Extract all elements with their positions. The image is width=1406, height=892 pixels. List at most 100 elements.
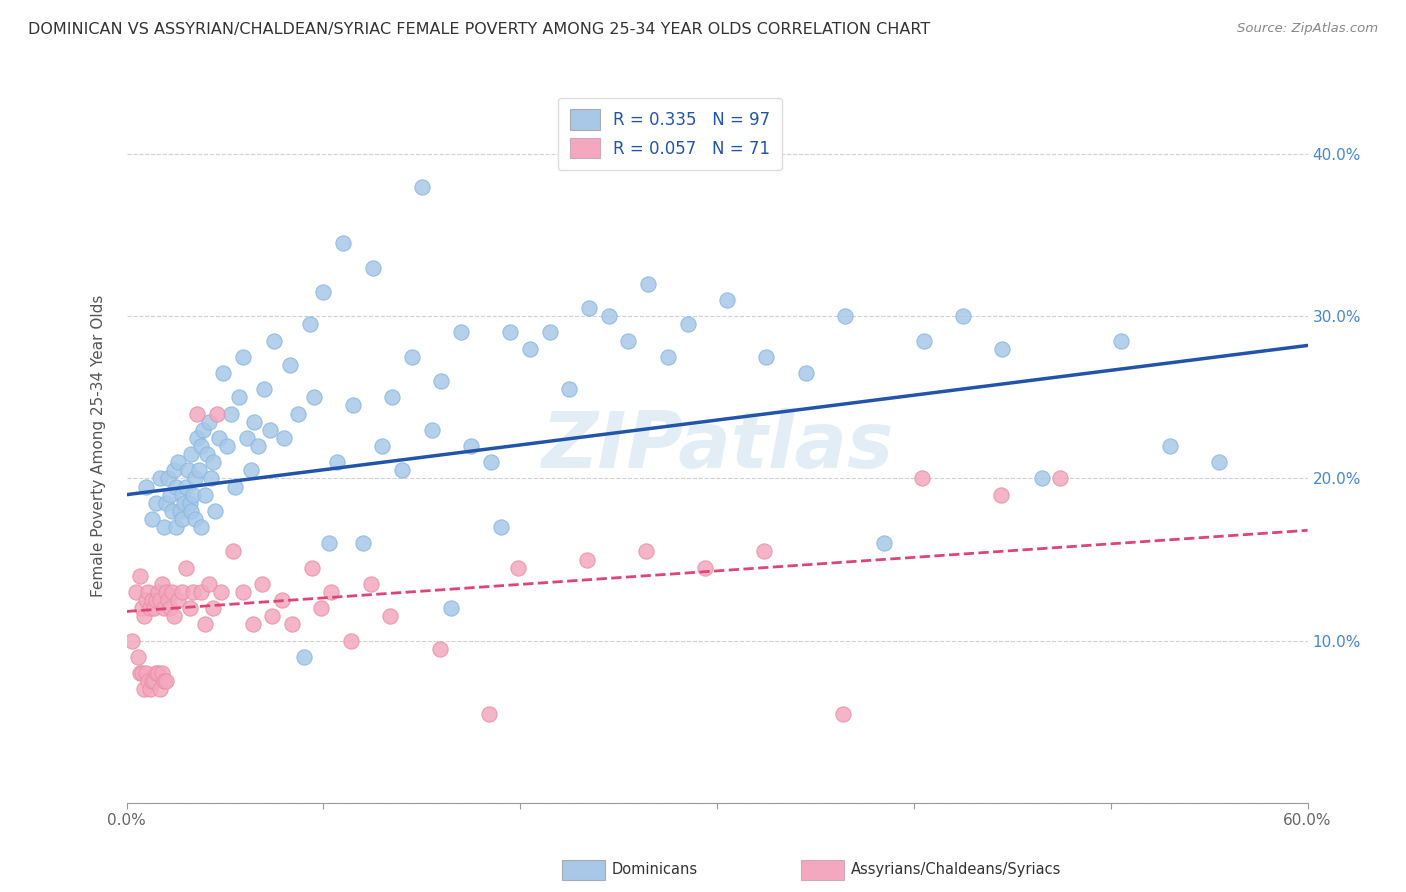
Point — [155, 674, 177, 689]
Point — [326, 455, 349, 469]
Point — [224, 479, 246, 493]
Point — [153, 601, 176, 615]
Point — [794, 366, 817, 380]
Point — [832, 706, 855, 721]
Point — [242, 617, 264, 632]
Point — [873, 536, 896, 550]
Legend: R = 0.335   N = 97, R = 0.057   N = 71: R = 0.335 N = 97, R = 0.057 N = 71 — [558, 97, 782, 169]
Point — [332, 236, 354, 251]
Point — [298, 318, 321, 332]
Point — [281, 617, 304, 632]
Point — [141, 593, 163, 607]
Point — [253, 382, 276, 396]
Point — [430, 374, 453, 388]
Point — [1049, 471, 1071, 485]
Point — [222, 544, 245, 558]
Point — [174, 560, 197, 574]
Point — [131, 666, 153, 681]
Point — [202, 455, 225, 469]
Point — [143, 674, 166, 689]
Point — [381, 390, 404, 404]
Point — [193, 423, 215, 437]
Point — [208, 431, 231, 445]
Point — [636, 544, 658, 558]
Point — [912, 334, 935, 348]
Point — [136, 674, 159, 689]
Point — [302, 390, 325, 404]
Point — [754, 544, 776, 558]
Point — [129, 666, 152, 681]
Point — [215, 439, 238, 453]
Point — [163, 463, 186, 477]
Point — [139, 682, 162, 697]
Point — [911, 471, 934, 485]
Point — [340, 633, 363, 648]
Text: ZIPatlas: ZIPatlas — [541, 408, 893, 484]
Point — [163, 609, 186, 624]
Point — [170, 488, 193, 502]
Point — [342, 399, 364, 413]
Point — [676, 318, 699, 332]
Point — [311, 601, 333, 615]
Point — [121, 633, 143, 648]
Point — [200, 471, 222, 485]
Point — [169, 504, 191, 518]
Point — [209, 585, 232, 599]
Point — [160, 585, 183, 599]
Point — [186, 407, 208, 421]
Point — [420, 423, 443, 437]
Point — [198, 415, 221, 429]
Point — [352, 536, 374, 550]
Point — [198, 577, 221, 591]
Point — [165, 520, 187, 534]
Point — [318, 536, 340, 550]
Point — [174, 479, 197, 493]
Point — [205, 407, 228, 421]
Point — [129, 568, 152, 582]
Point — [155, 496, 177, 510]
Point — [637, 277, 659, 291]
Point — [235, 431, 257, 445]
Point — [301, 560, 323, 574]
Point — [278, 358, 301, 372]
Point — [212, 366, 235, 380]
Point — [1208, 455, 1230, 469]
Point — [287, 407, 309, 421]
Point — [184, 471, 207, 485]
Text: Source: ZipAtlas.com: Source: ZipAtlas.com — [1237, 22, 1378, 36]
Point — [135, 479, 157, 493]
Point — [247, 439, 270, 453]
Point — [190, 520, 212, 534]
Point — [695, 560, 717, 574]
Point — [219, 407, 242, 421]
Point — [204, 504, 226, 518]
Point — [125, 585, 148, 599]
Point — [429, 641, 451, 656]
Point — [499, 326, 522, 340]
Point — [135, 593, 157, 607]
Point — [145, 666, 167, 681]
Point — [184, 512, 207, 526]
Point — [146, 585, 169, 599]
Point — [194, 617, 217, 632]
Point — [478, 706, 501, 721]
Point — [179, 601, 201, 615]
Point — [361, 260, 384, 275]
Point — [149, 593, 172, 607]
Point — [292, 649, 315, 664]
Point — [243, 415, 266, 429]
Point — [194, 488, 217, 502]
Point — [141, 512, 163, 526]
Point — [166, 455, 188, 469]
Point — [135, 666, 157, 681]
Point — [165, 479, 187, 493]
Point — [155, 585, 177, 599]
Point — [141, 674, 163, 689]
Point — [598, 310, 620, 324]
Point — [952, 310, 974, 324]
Point — [834, 310, 856, 324]
Point — [170, 512, 193, 526]
Point — [176, 463, 198, 477]
Point — [578, 301, 600, 315]
Point — [411, 179, 433, 194]
